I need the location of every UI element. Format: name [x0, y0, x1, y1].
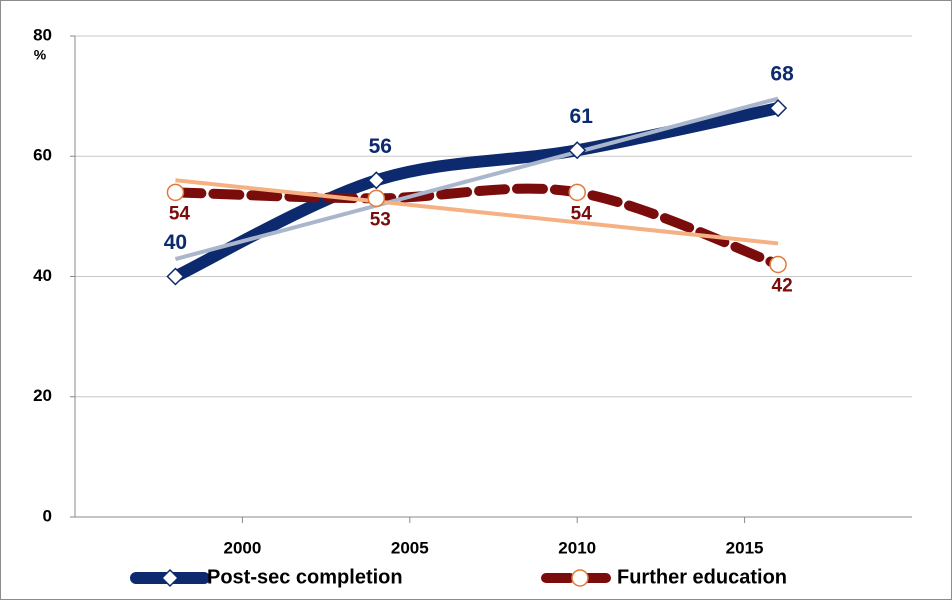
legend-marker	[160, 568, 180, 588]
legend-label: Further education	[617, 566, 787, 588]
series-line	[170, 183, 784, 270]
marker	[166, 183, 185, 202]
y-unit: %	[34, 47, 47, 63]
x-tick-label: 2005	[391, 538, 429, 557]
x-tick-label: 2000	[223, 538, 261, 557]
legend-marker	[571, 569, 589, 587]
x-tick-label: 2010	[558, 538, 596, 557]
marker	[769, 99, 788, 118]
marker	[166, 267, 185, 286]
trend-line	[175, 178, 779, 246]
marker	[367, 171, 386, 190]
x-tick-label: 2015	[726, 538, 764, 557]
marker	[769, 255, 787, 274]
series-line	[169, 102, 785, 283]
y-tick-label: 0	[43, 506, 52, 525]
data-label: 53	[370, 209, 391, 230]
marker	[568, 141, 587, 160]
data-label: 56	[369, 135, 392, 158]
marker	[568, 183, 586, 202]
marker	[367, 189, 386, 208]
data-label: 68	[770, 63, 794, 86]
data-label: 54	[169, 203, 191, 224]
y-tick-label: 80	[33, 25, 52, 44]
y-tick-label: 20	[33, 386, 52, 405]
data-label: 54	[571, 203, 593, 224]
legend-label: Post-sec completion	[207, 566, 403, 588]
data-label: 40	[164, 231, 187, 254]
y-tick-label: 60	[33, 146, 52, 165]
trend-line	[174, 96, 779, 261]
data-label: 42	[772, 275, 793, 296]
y-tick-label: 40	[33, 266, 52, 285]
data-label: 61	[570, 105, 594, 128]
